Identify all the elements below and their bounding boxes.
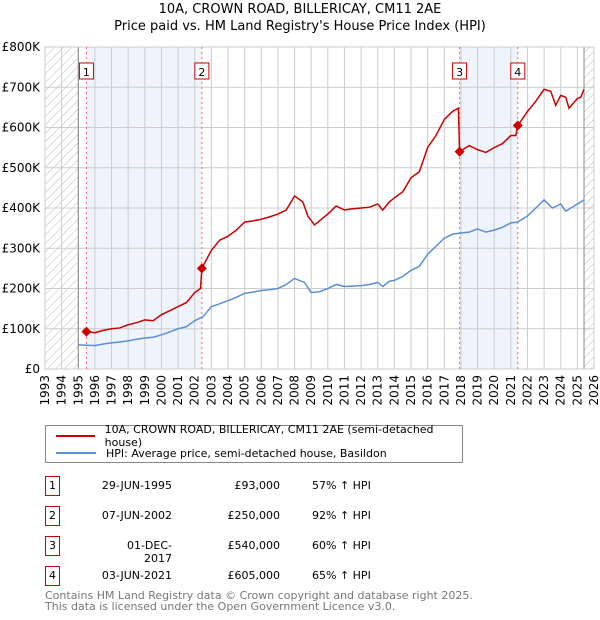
x-tick-label: 2014 bbox=[387, 375, 401, 406]
sale-marker-badge: 4 bbox=[45, 566, 60, 586]
sale-label: 3 bbox=[456, 66, 463, 79]
x-tick-label: 2008 bbox=[288, 375, 302, 406]
x-tick-label: 2018 bbox=[454, 375, 468, 406]
y-tick-label: £600K bbox=[2, 121, 42, 135]
price-chart: 1993 1994 1995 1996 1997 1998 1999 2000 2001 2002… bbox=[2, 40, 600, 406]
x-tick-label: 2025 bbox=[570, 375, 584, 406]
sale-row: 4 03-JUN-2021 £605,000 65% ↑ HPI bbox=[45, 566, 445, 588]
x-tick-label: 2019 bbox=[471, 375, 485, 406]
x-tick-label: 2022 bbox=[520, 375, 534, 406]
sale-price: £605,000 bbox=[227, 569, 281, 582]
sale-date: 03-JUN-2021 bbox=[101, 569, 172, 582]
y-tick-label: £0 bbox=[25, 362, 40, 376]
sale-point bbox=[454, 146, 465, 157]
legend: 10A, CROWN ROAD, BILLERICAY, CM11 2AE (s… bbox=[45, 423, 463, 463]
x-tick-label: 1993 bbox=[38, 375, 52, 406]
y-tick-label: £500K bbox=[2, 161, 42, 175]
x-tick-label: 2004 bbox=[221, 375, 235, 406]
legend-item-property: 10A, CROWN ROAD, BILLERICAY, CM11 2AE (s… bbox=[56, 423, 462, 449]
footer: Contains HM Land Registry data © Crown c… bbox=[45, 590, 473, 612]
y-tick-label: £200K bbox=[2, 282, 42, 296]
sale-date: 01-DEC-2017 bbox=[126, 539, 172, 565]
x-tick-label: 1997 bbox=[105, 375, 119, 406]
sale-label: 1 bbox=[83, 66, 90, 79]
sale-row: 1 29-JUN-1995 £93,000 57% ↑ HPI bbox=[45, 476, 445, 498]
footer-line: Contains HM Land Registry data © Crown c… bbox=[45, 589, 473, 602]
x-tick-label: 2009 bbox=[304, 375, 318, 406]
x-tick-label: 2005 bbox=[238, 375, 252, 406]
legend-label: HPI: Average price, semi-detached house,… bbox=[106, 446, 387, 460]
y-tick-label: £800K bbox=[2, 40, 42, 54]
sale-marker-badge: 1 bbox=[45, 476, 60, 496]
sale-date: 29-JUN-1995 bbox=[101, 479, 172, 492]
sale-row: 3 01-DEC-2017 £540,000 60% ↑ HPI bbox=[45, 536, 445, 565]
x-tick-label: 2011 bbox=[337, 375, 351, 406]
x-tick-label: 2013 bbox=[371, 375, 385, 406]
y-tick-label: £300K bbox=[2, 241, 42, 255]
x-tick-label: 2016 bbox=[421, 375, 435, 406]
chart-title: 10A, CROWN ROAD, BILLERICAY, CM11 2AE bbox=[158, 2, 442, 17]
sale-label-box bbox=[78, 62, 94, 80]
x-tick-label: 2023 bbox=[537, 375, 551, 406]
sale-price: £93,000 bbox=[234, 479, 281, 492]
x-tick-label: 2002 bbox=[188, 375, 202, 406]
legend-swatch-red bbox=[56, 435, 95, 437]
x-tick-label: 2015 bbox=[404, 375, 418, 406]
legend-item-hpi: HPI: Average price, semi-detached house,… bbox=[56, 445, 387, 461]
x-tick-label: 2012 bbox=[354, 375, 368, 406]
sale-label-box bbox=[510, 62, 526, 80]
x-tick-label: 2010 bbox=[321, 375, 335, 406]
sale-date: 07-JUN-2002 bbox=[101, 509, 172, 522]
chart-subtitle: Price paid vs. HM Land Registry's House … bbox=[114, 19, 486, 34]
x-tick-label: 1999 bbox=[138, 375, 152, 406]
x-tick-label: 1998 bbox=[121, 375, 135, 406]
x-tick-label: 2020 bbox=[487, 375, 501, 406]
x-tick-label: 2017 bbox=[437, 375, 451, 406]
legend-swatch-blue bbox=[56, 452, 96, 454]
sale-price: £250,000 bbox=[227, 509, 281, 522]
x-tick-label: 2001 bbox=[171, 375, 185, 406]
x-tick-label: 2000 bbox=[154, 375, 168, 406]
hpi-line bbox=[78, 198, 585, 347]
x-tick-label: 2007 bbox=[271, 375, 285, 406]
sale-point bbox=[81, 326, 92, 337]
sale-point bbox=[512, 120, 523, 131]
sale-label: 4 bbox=[514, 66, 521, 79]
sale-price: £540,000 bbox=[227, 539, 281, 552]
x-tick-label: 2006 bbox=[254, 375, 268, 406]
x-tick-label: 1995 bbox=[71, 375, 85, 406]
legend-label: 10A, CROWN ROAD, BILLERICAY, CM11 2AE (s… bbox=[104, 423, 434, 449]
x-tick-label: 1994 bbox=[55, 375, 69, 406]
sale-label: 2 bbox=[198, 66, 205, 79]
sale-hpi-change: 92% ↑ HPI bbox=[312, 509, 371, 522]
sale-label-box bbox=[452, 62, 468, 80]
sale-marker-badge: 2 bbox=[45, 506, 60, 526]
y-tick-label: £400K bbox=[2, 201, 42, 215]
sale-point bbox=[196, 263, 207, 274]
sale-hpi-change: 60% ↑ HPI bbox=[312, 539, 371, 552]
footer-line: This data is licensed under the Open Gov… bbox=[45, 600, 396, 613]
x-tick-label: 1996 bbox=[88, 375, 102, 406]
x-tick-label: 2024 bbox=[554, 375, 568, 406]
x-tick-label: 2026 bbox=[587, 375, 600, 406]
x-tick-label: 2003 bbox=[204, 375, 218, 406]
plot-border bbox=[44, 46, 595, 370]
sale-row: 2 07-JUN-2002 £250,000 92% ↑ HPI bbox=[45, 506, 445, 528]
y-tick-label: £700K bbox=[2, 80, 42, 94]
sale-marker-badge: 3 bbox=[45, 536, 60, 556]
x-tick-label: 2021 bbox=[504, 375, 518, 406]
sale-label-box bbox=[194, 62, 210, 80]
sale-hpi-change: 57% ↑ HPI bbox=[312, 479, 371, 492]
y-tick-label: £100K bbox=[2, 322, 42, 336]
sale-hpi-change: 65% ↑ HPI bbox=[312, 569, 371, 582]
